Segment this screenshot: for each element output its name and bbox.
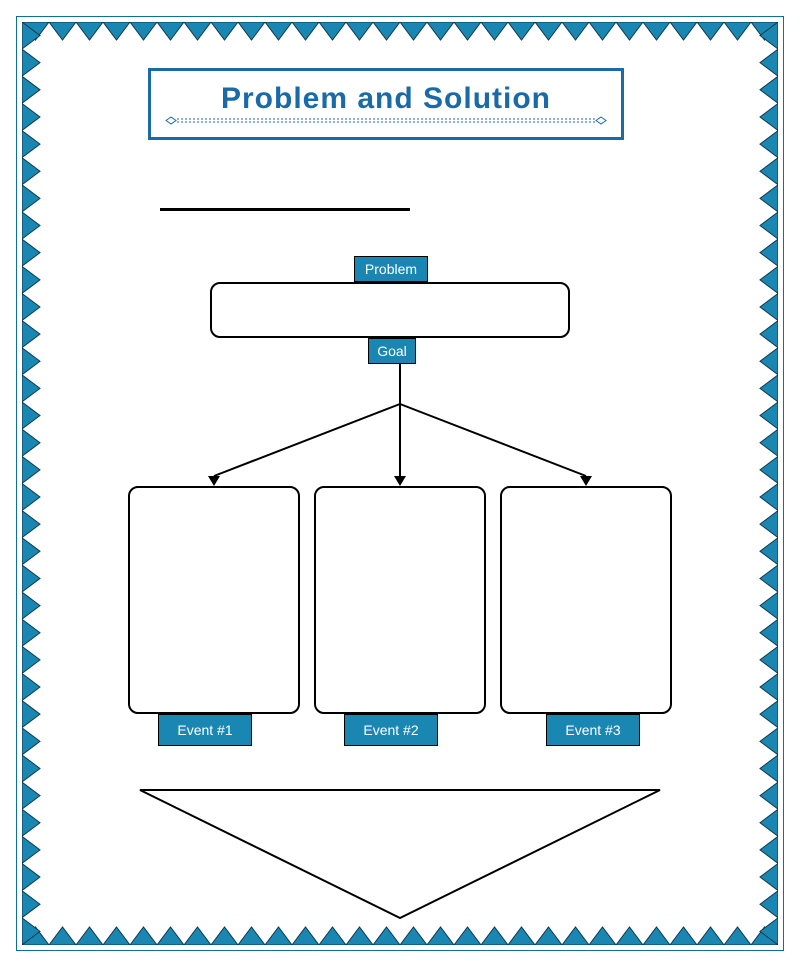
triangle-border xyxy=(22,22,778,945)
worksheet-canvas: Problem and Solution Problem Goal Event … xyxy=(0,0,800,967)
event-tag-3-label: Event #3 xyxy=(565,722,620,738)
funnel-arrow xyxy=(0,0,800,967)
branch-arrows xyxy=(0,0,800,967)
problem-tag: Problem xyxy=(354,256,428,282)
title-box: Problem and Solution xyxy=(148,68,624,140)
problem-tag-label: Problem xyxy=(365,261,417,277)
event-tag-1-label: Event #1 xyxy=(177,722,232,738)
name-underline xyxy=(160,208,410,211)
event-tag-3: Event #3 xyxy=(546,714,640,746)
goal-tag-label: Goal xyxy=(377,343,407,359)
title-text: Problem and Solution xyxy=(221,82,551,116)
goal-tag: Goal xyxy=(368,338,416,364)
event-box-1 xyxy=(128,486,300,714)
outer-border xyxy=(16,16,784,951)
event-tag-1: Event #1 xyxy=(158,714,252,746)
event-box-3 xyxy=(500,486,672,714)
event-tag-2-label: Event #2 xyxy=(363,722,418,738)
event-tag-2: Event #2 xyxy=(344,714,438,746)
event-box-2 xyxy=(314,486,486,714)
title-ornament xyxy=(163,116,609,126)
problem-box xyxy=(210,282,570,338)
